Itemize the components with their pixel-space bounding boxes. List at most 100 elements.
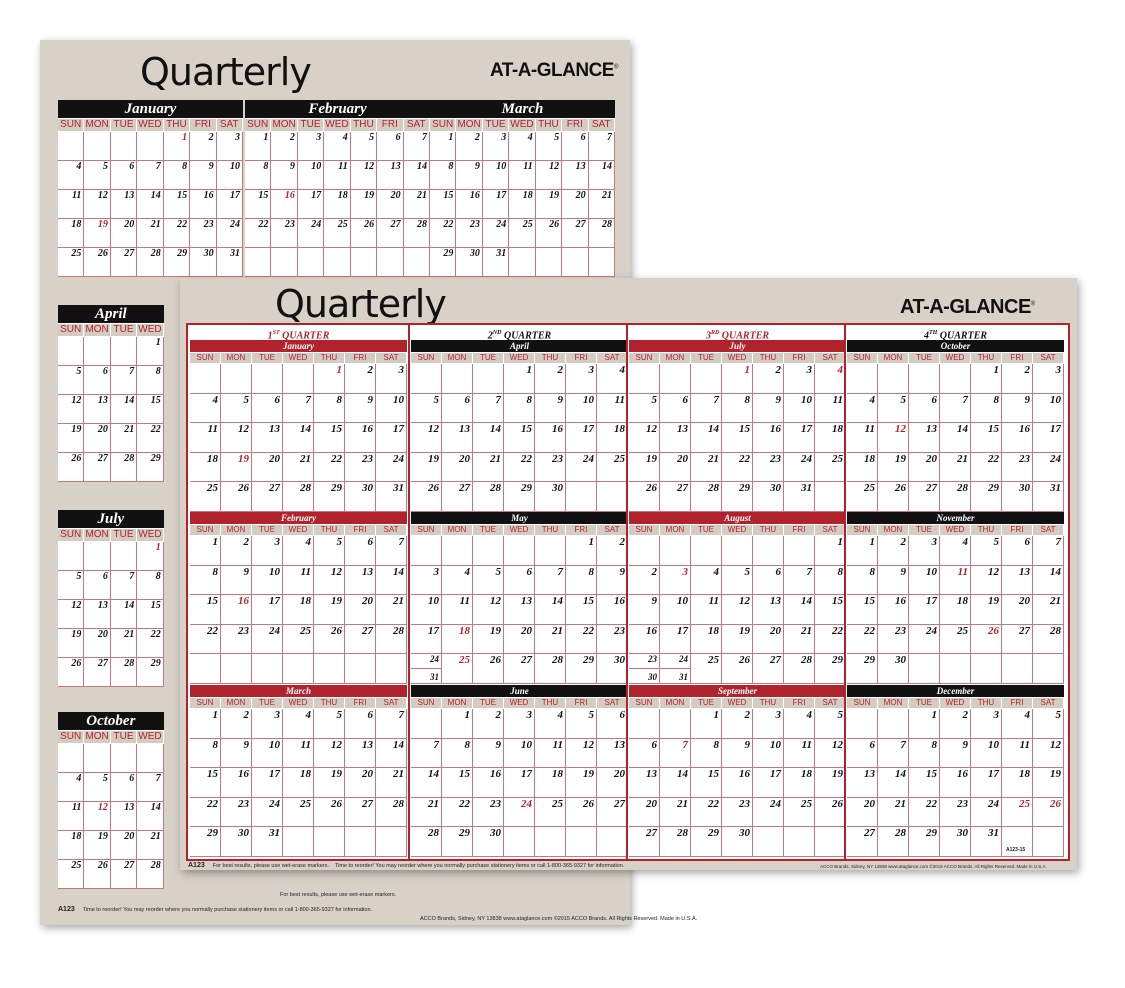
stack-divider	[629, 668, 659, 670]
day-number: 27	[390, 219, 401, 230]
quarter-divider	[408, 325, 410, 859]
day-cell: 4	[324, 132, 351, 161]
day-cell	[58, 337, 85, 366]
day-cell: 25	[442, 654, 473, 684]
day-cell: 16	[535, 423, 566, 453]
day-cell	[940, 364, 971, 394]
day-number: 10	[677, 595, 688, 607]
day-number: 19	[364, 190, 375, 201]
day-number: 21	[416, 190, 427, 201]
day-number: 17	[269, 768, 280, 780]
weekday-thu: THU	[971, 698, 1002, 708]
day-cell: 8	[137, 366, 164, 395]
day-number: 15	[459, 768, 470, 780]
day-cell: 27	[110, 860, 138, 889]
day-number: 8	[526, 393, 533, 406]
day-cell: 31	[971, 827, 1002, 857]
day-number: 13	[646, 768, 657, 780]
footer-text: Time to reorder! You may reorder where y…	[82, 907, 373, 913]
day-cell: 12	[350, 161, 378, 190]
day-number: 14	[124, 600, 135, 611]
day-number: 22	[832, 624, 843, 637]
day-cell	[815, 827, 846, 857]
day-number: 28	[490, 482, 501, 494]
day-number: 25	[300, 797, 311, 810]
weekday-wed: WED	[722, 525, 753, 535]
day-cell: 28	[411, 827, 442, 857]
quarter-suffix: ND	[492, 330, 502, 336]
weekday-tue: TUE	[111, 119, 138, 131]
day-cell: 29	[847, 654, 878, 684]
day-number: 7	[1055, 536, 1062, 548]
day-number: 12	[1050, 738, 1061, 751]
day-cell: 27	[84, 453, 111, 482]
day-cell	[58, 542, 85, 571]
day-number: 28	[393, 797, 404, 810]
day-number: 19	[895, 452, 906, 465]
day-cell: 2	[878, 536, 909, 566]
day-number: 26	[739, 654, 750, 666]
day-cell: 2	[535, 364, 566, 394]
day-cell	[660, 709, 691, 739]
day-number: 28	[428, 827, 439, 839]
day-number: 2	[289, 132, 295, 143]
day-cell: 25	[940, 624, 971, 654]
day-cell: 19	[722, 624, 753, 654]
day-number: 6	[682, 393, 689, 406]
day-number: 22	[177, 219, 188, 230]
weekday-sat: SAT	[376, 353, 407, 363]
day-cell: 14	[691, 423, 722, 453]
footer-note: For best results, please use wet-erase m…	[280, 892, 397, 898]
day-cell: 21	[137, 831, 164, 860]
day-number: 15	[926, 768, 937, 780]
weekday-tue: TUE	[691, 353, 722, 363]
day-cell: 10	[504, 738, 535, 768]
weekday-fri: FRI	[566, 525, 597, 535]
weekday-mon: MON	[271, 119, 298, 131]
month-banner: June	[411, 685, 628, 697]
day-cell: 25	[58, 860, 85, 889]
day-cell: 21	[137, 219, 164, 248]
day-cell: 16	[345, 423, 376, 453]
day-cell: 19	[815, 768, 846, 798]
day-number: 11	[1019, 738, 1030, 751]
day-number: 31	[1050, 482, 1061, 494]
day-number: 12	[583, 738, 594, 751]
weekday-wed: WED	[504, 353, 535, 363]
day-number: 20	[521, 624, 532, 637]
day-number: 31	[496, 248, 507, 259]
day-number: 25	[614, 452, 625, 465]
weekday-sun: SUN	[411, 353, 442, 363]
day-cell: 14	[283, 423, 314, 453]
day-cell	[252, 654, 283, 684]
day-number: 3	[526, 709, 533, 721]
day-number: 31	[229, 248, 240, 259]
day-cell: 20	[1002, 595, 1033, 625]
weekday-thu: THU	[971, 525, 1002, 535]
day-number: 4	[464, 565, 471, 578]
day-cell: 9	[753, 393, 784, 423]
day-cell: 7	[878, 738, 909, 768]
weekday-sun: SUN	[58, 529, 85, 541]
day-cell: 27	[345, 624, 376, 654]
footer-code: A123	[188, 862, 205, 869]
day-cell: 19	[411, 452, 442, 482]
day-number: 23	[284, 219, 295, 230]
day-number: 13	[614, 738, 625, 751]
weekday-sat: SAT	[815, 698, 846, 708]
day-cell: 29	[971, 482, 1002, 512]
day-number: 31	[988, 827, 999, 839]
day-cell: 7	[588, 132, 615, 161]
day-cell: 30	[878, 654, 909, 684]
day-number: 2	[900, 536, 907, 548]
day-number: 23	[1019, 452, 1030, 465]
day-number: 28	[552, 654, 563, 666]
day-cell: 8	[909, 738, 940, 768]
day-number: 16	[614, 595, 625, 607]
day-cell: 5	[58, 366, 85, 395]
day-cell: 4	[283, 536, 314, 566]
month-january: January SUN MON TUE WED THU FRI SAT 1 2 3 4 5 6 7 8 9 10 1…	[58, 100, 243, 277]
day-cell: 14	[660, 768, 691, 798]
day-number: 18	[864, 452, 875, 465]
day-cell	[691, 536, 722, 566]
